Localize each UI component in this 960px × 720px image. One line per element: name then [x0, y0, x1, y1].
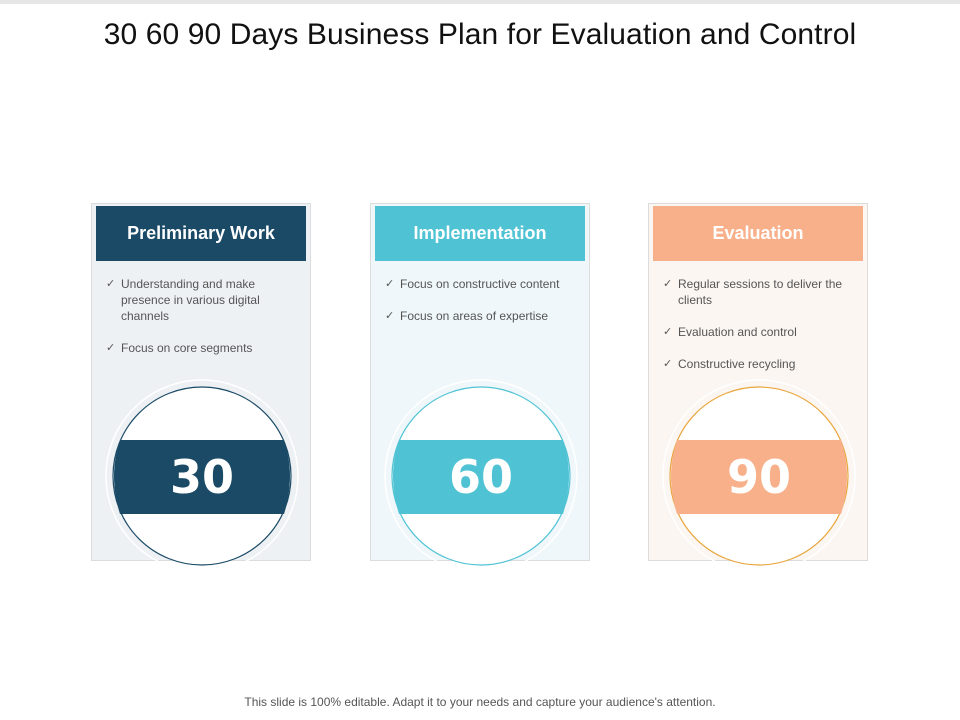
check-icon: ✓	[385, 278, 395, 290]
card-item-list: ✓ Understanding and make presence in vari…	[106, 276, 296, 372]
card-item-list: ✓ Regular sessions to deliver the clients…	[663, 276, 853, 388]
check-icon: ✓	[663, 278, 673, 290]
card-item-list: ✓ Focus on constructive content ✓ Focus on…	[385, 276, 575, 340]
list-item: ✓ Focus on areas of expertise	[385, 308, 575, 324]
list-item-text: Focus on core segments	[121, 341, 253, 355]
check-icon: ✓	[385, 310, 395, 322]
day-number: 60	[448, 450, 513, 504]
check-icon: ✓	[106, 278, 116, 290]
day-number: 30	[169, 450, 234, 504]
list-item: ✓ Regular sessions to deliver the clients	[663, 276, 853, 308]
page-title: 30 60 90 Days Business Plan for Evaluati…	[103, 18, 857, 51]
list-item: ✓ Constructive recycling	[663, 356, 853, 372]
number-band	[393, 440, 569, 514]
footer-note: This slide is 100% editable. Adapt it to…	[244, 695, 716, 709]
number-badge: 90	[662, 379, 856, 573]
ring-stroke	[391, 386, 571, 566]
card-heading: Preliminary Work	[96, 206, 306, 261]
number-badge: 60	[384, 379, 578, 573]
number-band	[114, 440, 290, 514]
list-item: ✓ Understanding and make presence in vari…	[106, 276, 296, 324]
list-item-text: Focus on areas of expertise	[400, 309, 549, 323]
number-band	[671, 440, 847, 514]
ring-graphic	[662, 379, 856, 573]
ring-graphic	[105, 379, 299, 573]
ring-stroke	[112, 386, 292, 566]
check-icon: ✓	[663, 358, 673, 370]
ring-graphic	[384, 379, 578, 573]
list-item: ✓ Focus on constructive content	[385, 276, 575, 292]
list-item-text: Understanding and make presence in vario…	[121, 277, 260, 323]
outer-ring	[105, 379, 299, 573]
card-heading: Implementation	[375, 206, 585, 261]
list-item-text: Constructive recycling	[678, 357, 796, 371]
check-icon: ✓	[106, 342, 116, 354]
card-implementation: Implementation ✓ Focus on constructive co…	[370, 203, 590, 573]
card-heading: Evaluation	[653, 206, 863, 261]
outer-ring	[384, 379, 578, 573]
day-number: 90	[726, 450, 791, 504]
outer-ring	[662, 379, 856, 573]
list-item: ✓ Evaluation and control	[663, 324, 853, 340]
list-item-text: Evaluation and control	[678, 325, 797, 339]
list-item: ✓ Focus on core segments	[106, 340, 296, 356]
ring-stroke	[669, 386, 849, 566]
top-rule	[0, 0, 960, 4]
list-item-text: Regular sessions to deliver the clients	[678, 277, 843, 307]
number-badge: 30	[105, 379, 299, 573]
card-evaluation: Evaluation ✓ Regular sessions to deliver …	[648, 203, 868, 573]
check-icon: ✓	[663, 326, 673, 338]
list-item-text: Focus on constructive content	[400, 277, 560, 291]
card-preliminary-work: Preliminary Work ✓ Understanding and make…	[91, 203, 311, 573]
